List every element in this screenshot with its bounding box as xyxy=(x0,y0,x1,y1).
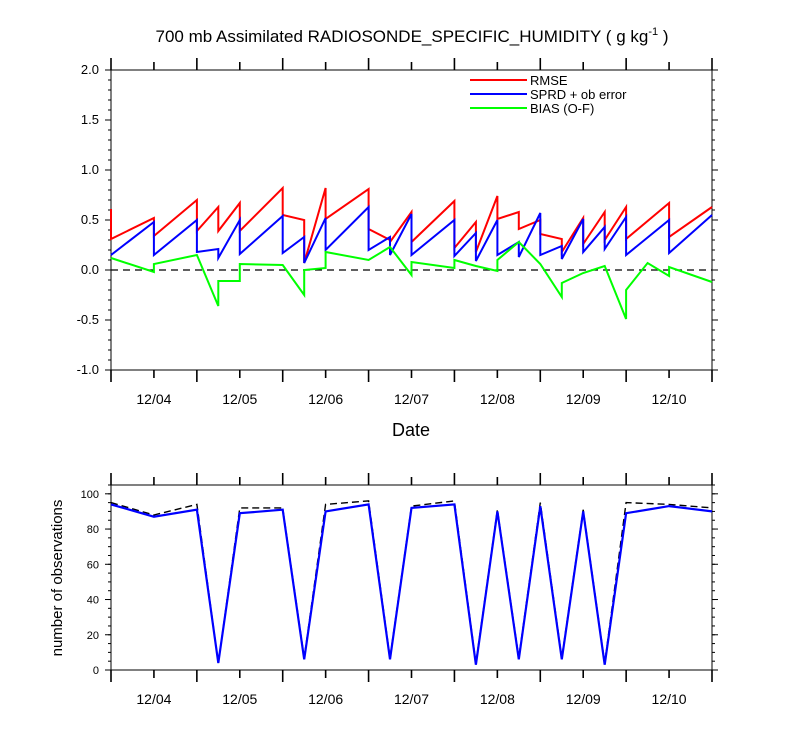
top-xtick-label: 12/09 xyxy=(566,391,601,407)
bottom-series-group xyxy=(110,500,713,665)
top-xtick-label: 12/05 xyxy=(222,391,257,407)
top-axis-ticks: -1.0 -0.5 0.0 0.5 1.0 1.5 2.0 12/04 12/05 12/06 12… xyxy=(77,58,718,407)
sprd-series-line xyxy=(110,204,713,264)
bottom-panel: 0 20 40 60 80 100 12/04 12/05 12/06 12/07 12/08 12/… xyxy=(49,473,718,707)
top-xtick-label: 12/06 xyxy=(308,391,343,407)
top-xtick-label: 12/04 xyxy=(136,391,171,407)
bottom-xtick-label: 12/04 xyxy=(136,691,171,707)
chart-title-main: 700 mb Assimilated RADIOSONDE_SPECIFIC_H… xyxy=(156,27,649,46)
top-series-group xyxy=(110,185,713,320)
bottom-ytick-label: 80 xyxy=(87,524,99,536)
chart-title-close: ) xyxy=(658,27,668,46)
top-panel: -1.0 -0.5 0.0 0.5 1.0 1.5 2.0 12/04 12/05 12/06 12… xyxy=(77,58,718,440)
chart-title: 700 mb Assimilated RADIOSONDE_SPECIFIC_H… xyxy=(156,26,669,46)
bottom-xtick-label: 12/06 xyxy=(308,691,343,707)
top-ytick-label: 2.0 xyxy=(81,62,99,77)
bottom-xtick-label: 12/05 xyxy=(222,691,257,707)
y-axis-label-observations: number of observations xyxy=(49,500,66,657)
bottom-xtick-label: 12/07 xyxy=(394,691,429,707)
bottom-ytick-label: 100 xyxy=(81,489,99,501)
bottom-ytick-label: 0 xyxy=(93,665,99,677)
legend-item-bias-label: BIAS (O-F) xyxy=(530,101,594,116)
top-ytick-label: -1.0 xyxy=(77,362,99,377)
bias-series-line xyxy=(110,240,713,320)
top-ytick-label: -0.5 xyxy=(77,312,99,327)
obs-possible-series-line xyxy=(110,500,713,664)
bottom-ytick-label: 60 xyxy=(87,559,99,571)
bottom-ytick-label: 20 xyxy=(87,630,99,642)
top-ytick-label: 1.5 xyxy=(81,112,99,127)
bottom-axis-ticks: 0 20 40 60 80 100 12/04 12/05 12/06 12/07 12/08 12/… xyxy=(81,473,718,707)
bottom-ytick-label: 40 xyxy=(87,595,99,607)
top-xtick-label: 12/07 xyxy=(394,391,429,407)
legend-item-rmse-label: RMSE xyxy=(530,73,568,88)
bottom-xtick-label: 12/10 xyxy=(652,691,687,707)
legend-item-sprd-label: SPRD + ob error xyxy=(530,87,627,102)
top-ytick-label: 0.5 xyxy=(81,212,99,227)
bottom-xtick-label: 12/08 xyxy=(480,691,515,707)
chart-title-exponent: -1 xyxy=(648,26,658,38)
top-ytick-label: 0.0 xyxy=(81,262,99,277)
x-axis-label: Date xyxy=(392,420,430,440)
bottom-xtick-label: 12/09 xyxy=(566,691,601,707)
top-ytick-label: 1.0 xyxy=(81,162,99,177)
obs-used-series-line xyxy=(110,503,713,665)
top-xtick-label: 12/10 xyxy=(652,391,687,407)
top-xtick-label: 12/08 xyxy=(480,391,515,407)
